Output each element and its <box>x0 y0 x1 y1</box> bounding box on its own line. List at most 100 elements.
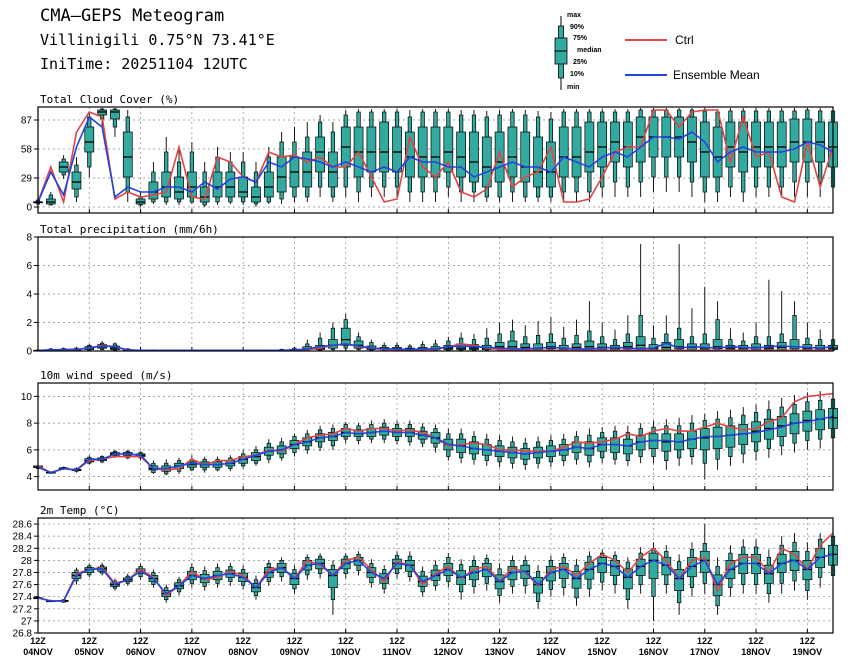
box-inner <box>712 426 723 449</box>
box-inner <box>558 126 569 178</box>
box-outer <box>317 337 323 351</box>
box-temp <box>392 551 402 579</box>
x-tick-time: 12Z <box>441 636 457 646</box>
y-tick-label: 87 <box>21 116 33 127</box>
x-tick-time: 12Z <box>389 636 405 646</box>
x-tick-time: 12Z <box>594 636 610 646</box>
box-inner <box>751 121 761 168</box>
box-cloud <box>494 110 505 202</box>
box-precip <box>353 332 364 351</box>
y-tick-label: 4 <box>26 472 32 483</box>
box-inner <box>635 336 646 349</box>
mean-line-cloud <box>37 115 834 203</box>
x-tick-date: 18NOV <box>741 647 771 657</box>
box-precip <box>340 313 351 351</box>
x-tick-time: 12Z <box>338 636 354 646</box>
box-inner <box>379 121 390 173</box>
x-tick-date: 04NOV <box>23 647 53 657</box>
box-inner <box>699 428 710 451</box>
box-cloud <box>533 111 543 202</box>
box-temp <box>469 555 479 594</box>
box-cloud <box>469 110 479 202</box>
box-temp <box>712 557 723 615</box>
y-tick-label: 0 <box>26 203 32 214</box>
box-temp <box>635 547 646 594</box>
box-outer <box>484 337 489 351</box>
box-inner <box>84 126 95 153</box>
x-tick-time: 12Z <box>133 636 149 646</box>
y-tick-label: 27.8 <box>13 568 33 579</box>
x-tick-time: 12Z <box>30 636 46 646</box>
box-temp <box>648 542 659 621</box>
x-tick-date: 09NOV <box>280 647 310 657</box>
box-cloud <box>251 162 261 207</box>
box-inner <box>456 131 466 178</box>
mean-line-precip <box>37 342 834 352</box>
box-cloud <box>405 110 415 202</box>
box-inner <box>161 171 172 198</box>
box-inner <box>238 176 249 198</box>
box-key-p90: 90% <box>570 24 585 31</box>
box-precip <box>456 332 466 351</box>
box-cloud <box>738 108 749 202</box>
panel-title-precip: Total precipitation (mm/6h) <box>40 223 219 236</box>
y-tick-label: 28 <box>21 556 33 567</box>
x-tick-time: 12Z <box>235 636 251 646</box>
panel-title-cloud: Total Cloud Cover (%) <box>40 93 179 106</box>
box-cloud <box>328 122 338 202</box>
box-precip <box>366 339 377 351</box>
box-wind <box>699 413 710 480</box>
box-precip <box>494 322 505 351</box>
box-precip <box>443 336 454 351</box>
x-tick-date: 08NOV <box>228 647 258 657</box>
box-inner <box>802 118 813 163</box>
box-temp <box>571 559 582 606</box>
x-tick-date: 16NOV <box>639 647 669 657</box>
legend-mean-label: Ensemble Mean <box>673 68 760 82</box>
x-tick-date: 07NOV <box>177 647 207 657</box>
box-precip <box>712 301 723 351</box>
box-cloud <box>661 108 672 192</box>
box-inner <box>725 425 736 448</box>
panel-frame <box>37 517 834 634</box>
panel-title-temp: 2m Temp (°C) <box>40 504 119 517</box>
box-inner <box>122 131 133 178</box>
y-tick-label: 6 <box>26 445 32 456</box>
box-cloud <box>58 155 69 179</box>
box-inner <box>674 569 684 591</box>
box-inner <box>597 121 608 168</box>
box-temp <box>328 560 338 615</box>
box-cloud <box>674 108 684 192</box>
box-cloud <box>507 109 518 202</box>
y-tick-label: 29 <box>21 174 33 185</box>
y-tick-label: 4 <box>26 290 32 301</box>
box-inner <box>648 552 659 579</box>
box-cloud <box>571 109 582 202</box>
box-inner <box>276 156 287 193</box>
box-temp <box>584 551 595 597</box>
box-inner <box>469 131 479 183</box>
y-tick-label: 0 <box>26 347 32 358</box>
box-cloud <box>430 109 441 202</box>
box-precip <box>533 321 543 351</box>
box-cloud <box>417 109 428 202</box>
box-cloud <box>520 110 531 202</box>
y-tick-label: 27 <box>21 616 33 627</box>
y-tick-label: 6 <box>26 261 32 272</box>
box-inner <box>71 171 82 190</box>
x-tick-date: 10NOV <box>331 647 361 657</box>
x-tick-date: 05NOV <box>75 647 105 657</box>
box-key-median: median <box>577 47 602 54</box>
box-inner <box>687 116 697 163</box>
box-inner <box>789 118 800 163</box>
x-tick-date: 13NOV <box>485 647 515 657</box>
y-tick-label: 26.8 <box>13 629 33 640</box>
box-inner <box>584 121 595 173</box>
box-precip <box>674 244 684 351</box>
box-inner <box>263 171 274 198</box>
box-cloud <box>712 109 723 202</box>
box-cloud <box>635 108 646 197</box>
box-cloud <box>263 147 274 204</box>
x-tick-date: 15NOV <box>587 647 617 657</box>
box-inner <box>328 569 338 588</box>
